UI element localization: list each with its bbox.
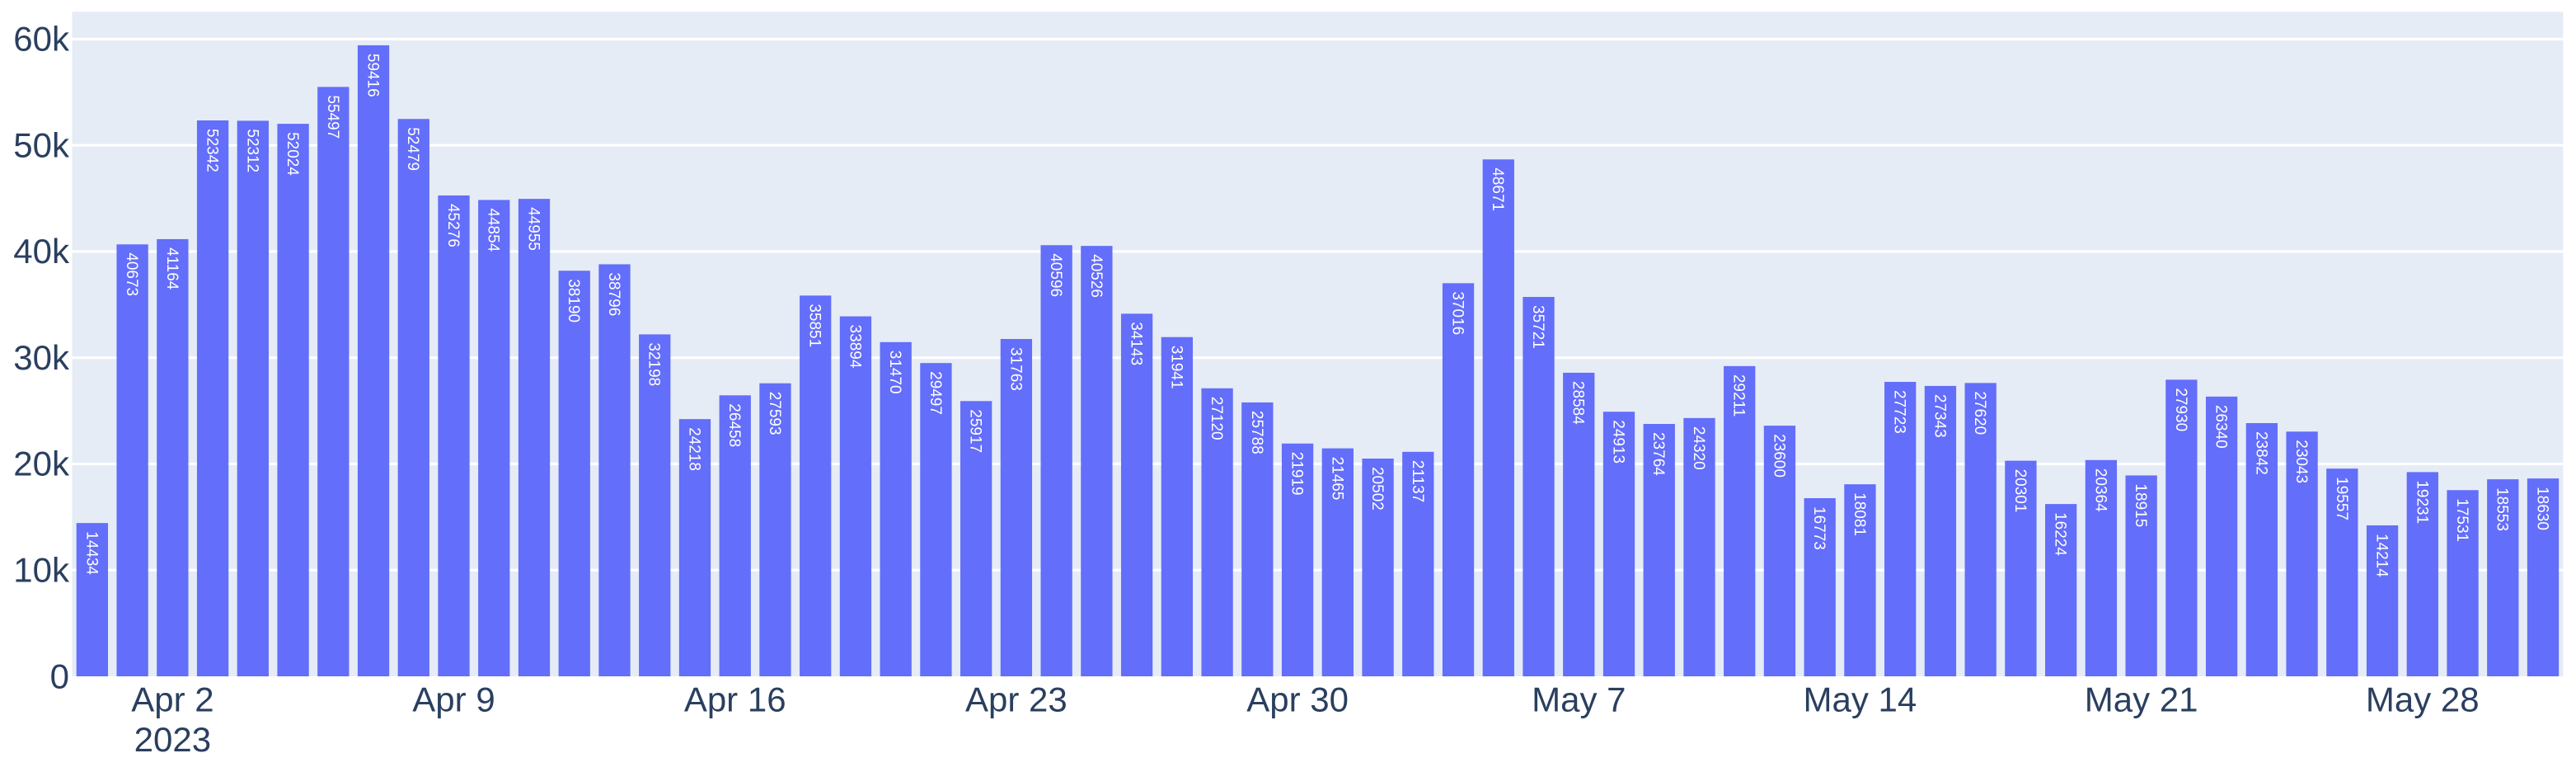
svg-text:40k: 40k xyxy=(13,232,70,271)
svg-text:19557: 19557 xyxy=(2333,477,2350,520)
svg-text:30k: 30k xyxy=(13,338,70,377)
svg-text:26340: 26340 xyxy=(2212,405,2230,449)
svg-text:May 14: May 14 xyxy=(1804,680,1917,719)
svg-text:52312: 52312 xyxy=(243,129,260,172)
svg-text:Apr 9: Apr 9 xyxy=(412,680,495,719)
svg-text:48671: 48671 xyxy=(1489,167,1506,211)
svg-text:14434: 14434 xyxy=(82,531,100,575)
svg-text:41164: 41164 xyxy=(163,247,181,290)
svg-text:26458: 26458 xyxy=(725,403,743,447)
svg-text:24913: 24913 xyxy=(1609,420,1626,464)
svg-text:23842: 23842 xyxy=(2252,431,2269,475)
svg-text:20364: 20364 xyxy=(2091,468,2109,512)
svg-text:Apr 16: Apr 16 xyxy=(684,680,786,719)
svg-text:18081: 18081 xyxy=(1851,492,1868,536)
svg-text:37016: 37016 xyxy=(1448,291,1466,335)
svg-text:18553: 18553 xyxy=(2494,487,2511,531)
svg-text:31941: 31941 xyxy=(1167,346,1185,389)
svg-text:35851: 35851 xyxy=(806,304,823,347)
svg-text:10k: 10k xyxy=(13,550,70,589)
svg-text:27343: 27343 xyxy=(1931,394,1948,438)
svg-text:24320: 24320 xyxy=(1690,426,1707,470)
svg-text:27620: 27620 xyxy=(1971,391,1988,435)
svg-text:20k: 20k xyxy=(13,445,70,483)
svg-text:17531: 17531 xyxy=(2453,498,2470,542)
svg-text:44955: 44955 xyxy=(524,207,542,251)
svg-text:21919: 21919 xyxy=(1288,452,1306,496)
svg-text:38796: 38796 xyxy=(605,272,622,316)
svg-text:Apr 23: Apr 23 xyxy=(965,680,1067,719)
svg-text:Apr 2: Apr 2 xyxy=(131,680,213,719)
svg-text:23043: 23043 xyxy=(2292,440,2310,483)
svg-text:40526: 40526 xyxy=(1087,254,1105,298)
svg-text:27930: 27930 xyxy=(2172,388,2189,431)
svg-text:40673: 40673 xyxy=(123,252,140,296)
svg-text:18915: 18915 xyxy=(2132,483,2149,527)
svg-text:16773: 16773 xyxy=(1810,506,1828,550)
svg-text:23764: 23764 xyxy=(1649,432,1667,476)
svg-text:52342: 52342 xyxy=(204,129,221,172)
svg-text:45276: 45276 xyxy=(444,204,462,247)
svg-text:28584: 28584 xyxy=(1570,381,1587,425)
svg-text:35721: 35721 xyxy=(1529,305,1546,349)
svg-text:27120: 27120 xyxy=(1208,397,1225,440)
svg-text:May 21: May 21 xyxy=(2085,680,2198,719)
svg-text:52479: 52479 xyxy=(404,127,421,171)
svg-text:33894: 33894 xyxy=(846,325,863,369)
svg-text:25788: 25788 xyxy=(1248,411,1265,454)
svg-text:32198: 32198 xyxy=(645,342,663,386)
svg-text:60k: 60k xyxy=(13,20,70,59)
svg-text:29497: 29497 xyxy=(927,371,944,415)
svg-text:44854: 44854 xyxy=(485,208,502,252)
svg-text:Apr 30: Apr 30 xyxy=(1246,680,1349,719)
svg-text:20502: 20502 xyxy=(1368,467,1386,511)
svg-text:16224: 16224 xyxy=(2052,512,2069,556)
svg-text:50k: 50k xyxy=(13,125,70,164)
svg-text:27723: 27723 xyxy=(1891,390,1908,434)
svg-text:0: 0 xyxy=(50,657,69,696)
svg-text:2023: 2023 xyxy=(134,720,211,759)
svg-text:20301: 20301 xyxy=(2011,469,2029,513)
svg-text:25917: 25917 xyxy=(967,409,984,453)
svg-text:21137: 21137 xyxy=(1409,460,1426,502)
svg-text:21465: 21465 xyxy=(1328,457,1345,501)
svg-text:14214: 14214 xyxy=(2373,534,2391,577)
svg-text:18630: 18630 xyxy=(2533,487,2550,530)
svg-text:38190: 38190 xyxy=(565,279,582,322)
svg-text:27593: 27593 xyxy=(766,392,783,435)
svg-text:May 7: May 7 xyxy=(1532,680,1626,719)
svg-text:19231: 19231 xyxy=(2413,480,2430,524)
svg-text:23600: 23600 xyxy=(1770,434,1787,478)
svg-text:24218: 24218 xyxy=(685,427,702,471)
svg-text:40596: 40596 xyxy=(1047,253,1064,297)
svg-text:31470: 31470 xyxy=(886,351,903,394)
svg-text:55497: 55497 xyxy=(324,95,341,139)
svg-text:31763: 31763 xyxy=(1006,347,1024,391)
svg-text:34143: 34143 xyxy=(1128,322,1145,365)
svg-text:59416: 59416 xyxy=(364,54,381,97)
svg-text:29211: 29211 xyxy=(1730,374,1748,417)
svg-text:52024: 52024 xyxy=(284,132,301,176)
svg-text:May 28: May 28 xyxy=(2366,680,2480,719)
